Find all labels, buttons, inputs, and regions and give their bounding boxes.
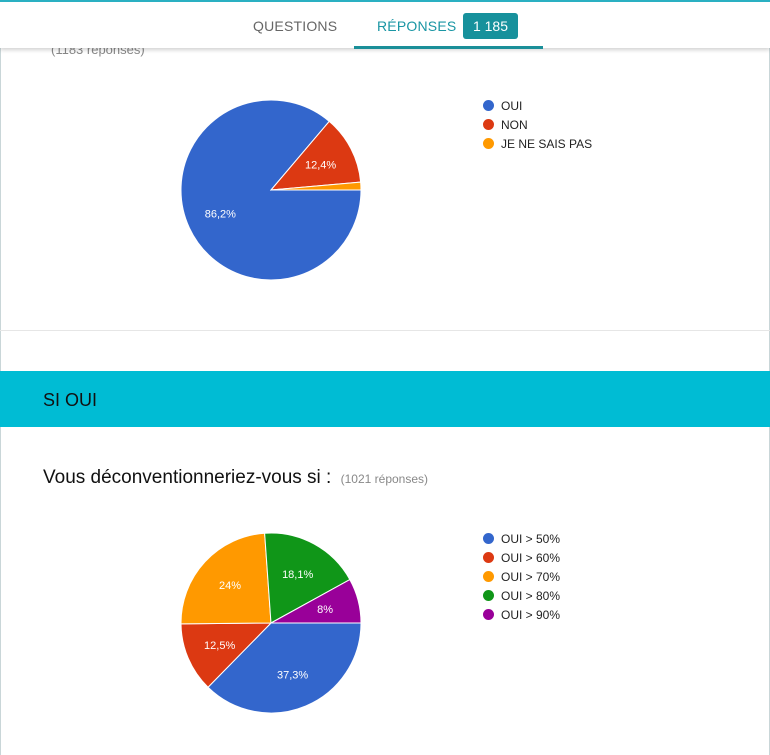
legend-swatch-icon [483, 590, 494, 601]
pie-slice-label: 8% [317, 604, 333, 616]
legend-item: OUI > 90% [483, 605, 560, 624]
pie-slice-label: 18,1% [282, 569, 313, 581]
legend-label: OUI > 90% [501, 607, 561, 622]
tab-header: QUESTIONS RÉPONSES 1 185 [0, 0, 770, 49]
pie-slice [207, 622, 362, 714]
legend-item: JE NE SAIS PAS [483, 134, 592, 153]
pie-slice-label: 86,2% [205, 208, 236, 220]
legend-swatch-icon [483, 100, 494, 111]
legend-swatch-icon [483, 533, 494, 544]
active-tab-indicator [354, 46, 543, 49]
legend-item: OUI > 50% [483, 529, 560, 548]
legend-label: OUI > 70% [501, 569, 561, 584]
legend-item: OUI > 80% [483, 586, 560, 605]
legend-item: OUI > 70% [483, 567, 560, 586]
response-count-2: (1021 réponses) [340, 472, 429, 486]
pie-slice [180, 622, 273, 688]
response-count-badge: 1 185 [463, 13, 518, 39]
legend-chart-2: OUI > 50% OUI > 60% OUI > 70% OUI > 80% OUI … [483, 529, 560, 624]
pie-slice [270, 181, 362, 191]
pie-slice [180, 532, 272, 625]
legend-label: JE NE SAIS PAS [501, 136, 593, 151]
legend-label: OUI > 80% [501, 588, 561, 603]
section-divider [0, 330, 770, 331]
pie-slice [264, 532, 351, 624]
legend-chart-1: OUI NON JE NE SAIS PAS [483, 96, 592, 153]
pie-slice-label: 37,3% [277, 669, 308, 681]
tab-responses[interactable]: RÉPONSES [377, 18, 457, 34]
tab-questions[interactable]: QUESTIONS [253, 18, 338, 34]
legend-item: OUI > 60% [483, 548, 560, 567]
legend-item: NON [483, 115, 592, 134]
legend-swatch-icon [483, 571, 494, 582]
pie-slice-label: 12,5% [204, 640, 235, 652]
section-title: SI OUI [43, 390, 98, 410]
legend-label: OUI > 50% [501, 531, 561, 546]
legend-label: OUI > 60% [501, 550, 561, 565]
pie-slice-label: 24% [219, 580, 241, 592]
question-title: Vous déconventionneriez-vous si : (1021 … [43, 467, 428, 489]
pie-slice [270, 578, 362, 624]
legend-swatch-icon [483, 609, 494, 620]
pie-slice [269, 120, 362, 191]
legend-swatch-icon [483, 138, 494, 149]
legend-swatch-icon [483, 552, 494, 563]
question-text: Vous déconventionneriez-vous si : [43, 467, 332, 488]
pie-slice-label: 12,4% [305, 159, 336, 171]
legend-label: NON [501, 117, 528, 132]
legend-swatch-icon [483, 119, 494, 130]
legend-label: OUI [501, 98, 523, 113]
section-header: SI OUI [0, 371, 770, 427]
legend-item: OUI [483, 96, 592, 115]
